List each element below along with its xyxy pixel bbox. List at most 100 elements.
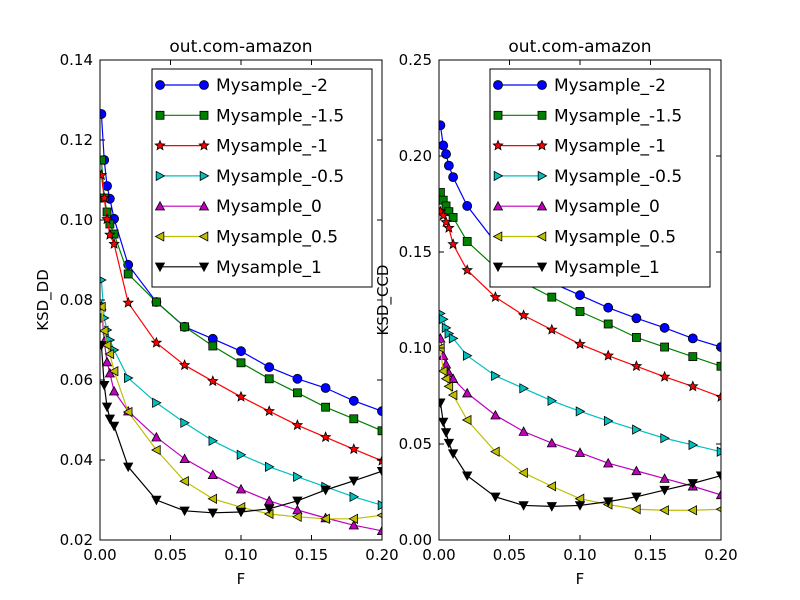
- data-point: [263, 405, 275, 417]
- data-point: [319, 431, 332, 443]
- data-point: [439, 209, 450, 221]
- data-point: [439, 333, 446, 343]
- legend-item: Mysample_0: [154, 197, 322, 217]
- data-point: [348, 476, 359, 487]
- data-point: [660, 342, 669, 352]
- legend-marker: [492, 139, 504, 151]
- legend-item: Mysample_-2: [493, 76, 666, 96]
- data-point: [447, 373, 459, 383]
- data-point: [517, 309, 530, 321]
- data-point: [547, 292, 557, 302]
- legend-label: Mysample_-2: [216, 76, 328, 96]
- data-point: [108, 366, 119, 377]
- data-point: [207, 508, 218, 519]
- data-point: [440, 373, 451, 384]
- data-point: [320, 383, 331, 393]
- data-point: [447, 449, 459, 459]
- data-point: [632, 424, 642, 435]
- y-tick-label: 0.10: [399, 339, 432, 357]
- series-Mysample_1: [439, 398, 721, 512]
- data-point: [631, 313, 642, 324]
- y-tick-label: 0.15: [399, 243, 432, 261]
- series-Mysample_0.5: [439, 342, 721, 516]
- legend-marker: [198, 262, 210, 273]
- chart-panel-1: 0.00 0.05 0.10 0.15 0.20 0.02 0.04 0.06 0.08 0.10…: [34, 37, 399, 588]
- data-point: [519, 383, 529, 394]
- data-point: [440, 216, 452, 228]
- legend-marker: [537, 80, 547, 90]
- data-point: [546, 481, 557, 492]
- data-point: [320, 513, 330, 524]
- data-point: [631, 492, 642, 503]
- data-point: [491, 370, 501, 382]
- series-line: [439, 338, 721, 496]
- data-point: [547, 395, 558, 406]
- legend-box: [489, 68, 711, 288]
- y-tick-label: 0.10: [60, 211, 93, 229]
- data-point: [716, 446, 721, 457]
- data-point: [462, 350, 473, 361]
- data-point: [574, 447, 586, 457]
- series-Mysample_0: [100, 300, 382, 536]
- data-point: [236, 449, 247, 460]
- legend-label: Mysample_-2: [554, 76, 666, 96]
- data-point: [292, 504, 303, 515]
- data-point: [659, 473, 670, 483]
- legend-label: Mysample_-1.5: [554, 106, 682, 126]
- series-line: [100, 305, 382, 532]
- data-point: [376, 466, 382, 477]
- legend-marker: [492, 200, 504, 211]
- y-axis-label: KSD_DD: [34, 269, 53, 331]
- data-point: [687, 333, 698, 344]
- data-point: [603, 457, 614, 468]
- data-point: [151, 297, 161, 307]
- data-point: [490, 409, 501, 420]
- data-point: [439, 398, 446, 409]
- legend-item: Mysample_0: [492, 197, 660, 217]
- data-point: [447, 238, 459, 250]
- legend-marker: [537, 170, 548, 182]
- data-point: [443, 381, 454, 392]
- legend-label: Mysample_0.5: [554, 228, 676, 248]
- legend-item: Mysample_-1.5: [493, 106, 682, 126]
- data-point: [439, 417, 449, 428]
- series-Mysample_0: [439, 333, 721, 500]
- data-point: [101, 213, 113, 225]
- data-point: [293, 471, 303, 482]
- data-point: [348, 395, 359, 406]
- data-point: [348, 519, 359, 530]
- x-axis-label: F: [576, 570, 585, 588]
- legend-marker: [199, 110, 209, 120]
- data-point: [104, 348, 115, 360]
- data-point: [715, 471, 721, 482]
- series-Mysample_-0.5: [439, 309, 721, 457]
- legend-marker: [536, 262, 548, 273]
- data-point: [236, 358, 246, 368]
- data-point: [448, 172, 459, 183]
- data-point: [180, 322, 190, 332]
- data-point: [631, 465, 642, 476]
- y-tick-label: 0.14: [60, 51, 93, 69]
- x-tick-label: 0.15: [634, 546, 667, 564]
- data-point: [122, 296, 134, 308]
- legend-label: Mysample_0: [216, 197, 322, 217]
- legend-label: Mysample_0.5: [216, 228, 338, 248]
- data-point: [291, 419, 304, 431]
- legend-marker: [536, 139, 548, 151]
- data-point: [320, 485, 331, 496]
- series-Mysample_-1: [439, 205, 721, 402]
- data-point: [105, 219, 115, 229]
- legend-item: Mysample_-1.5: [155, 106, 344, 126]
- data-point: [150, 336, 163, 348]
- data-point: [179, 453, 190, 464]
- data-point: [235, 483, 247, 494]
- data-point: [179, 476, 189, 487]
- data-point: [518, 426, 529, 436]
- legend-marker: [198, 200, 210, 211]
- data-point: [603, 415, 614, 427]
- data-point: [377, 426, 382, 436]
- y-tick-label: 0.04: [60, 451, 93, 469]
- data-point: [348, 443, 360, 455]
- legend-item: Mysample_-1: [492, 137, 666, 157]
- data-point: [546, 502, 557, 512]
